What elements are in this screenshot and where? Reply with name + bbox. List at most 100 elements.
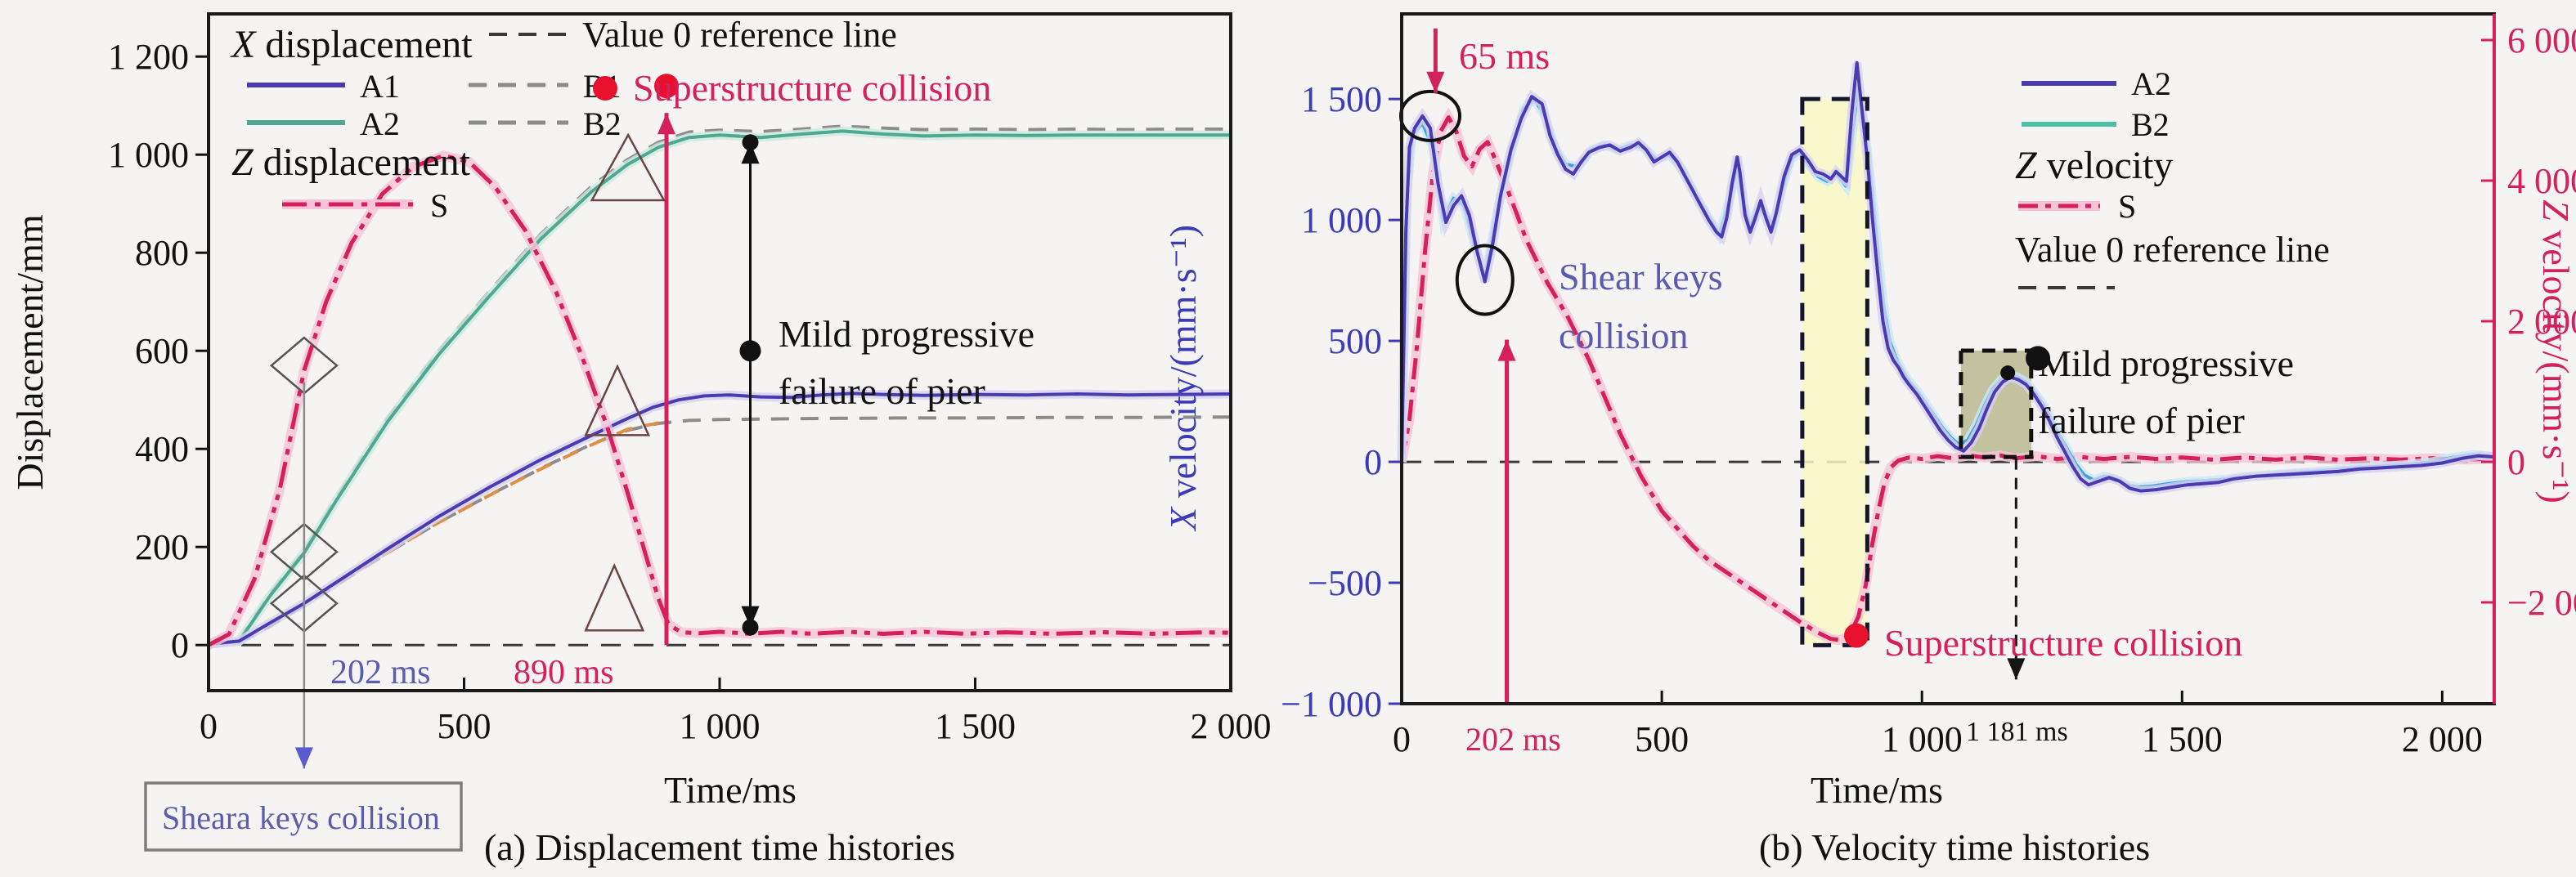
x-tick-label: 1 500 <box>2142 719 2223 759</box>
double-arrow-bottom-head <box>741 606 760 628</box>
panel-b-right-y-axis-title: Z velocity/(mm·s⁻¹) <box>2535 199 2576 503</box>
right-y-tick-label: 4 000 <box>2507 161 2576 201</box>
legend-b-z-rest: velocity <box>2037 144 2174 187</box>
panel-b-frame <box>1400 12 2496 705</box>
legend-b-a2-label: A2 <box>2131 65 2171 102</box>
double-arrow-top-head <box>741 142 760 164</box>
dot-marker <box>654 74 679 99</box>
panel-a-frame <box>207 12 1232 692</box>
y-tick-label: 1 000 <box>108 135 189 175</box>
y-tick-label: −1 000 <box>1281 684 1382 724</box>
y-tick-label: 800 <box>135 233 189 273</box>
panel-b-left-y-axis-title: X velocity/(mm·s⁻¹) <box>1162 225 1204 532</box>
series-S <box>1399 115 2495 642</box>
panel-b-shear-keys-label-line2: collision <box>1559 315 1688 356</box>
panel-b-mild-progressive-label-line2: failure of pier <box>2038 400 2245 441</box>
diamond-marker <box>269 522 339 581</box>
triangle-marker <box>584 364 651 436</box>
y-tick-label: 0 <box>1364 442 1382 482</box>
legend-s-label: S <box>430 187 448 224</box>
x-tick-label: 500 <box>1635 719 1689 759</box>
panel-b-legend: A2 B2 Z velocity S Value 0 reference lin… <box>2015 65 2330 289</box>
x-tick-label: 500 <box>438 706 491 746</box>
triangle-marker <box>590 132 666 202</box>
dot-marker <box>2026 346 2051 371</box>
legend-superstructure-collision-dot <box>593 76 617 101</box>
panel-b-left-axis-rest: velocity/(mm·s⁻¹) <box>1162 225 1204 508</box>
dot-marker <box>739 340 761 362</box>
panel-b-right-axis-letter: Z <box>2535 199 2576 221</box>
series-S <box>207 153 1232 647</box>
legend-z-displacement-header: Z displacement <box>231 141 471 184</box>
x-tick-label: 0 <box>1393 719 1411 759</box>
highlight-band-border <box>1800 96 1869 647</box>
double-arrow-top-dot <box>742 134 759 151</box>
panel-a-plot-area: 0 500 1 000 1 500 2 000 0 200 400 600 800 1 000 1 2… <box>108 37 1272 769</box>
circle-marker <box>1455 244 1515 316</box>
panel-a-y-axis-title: Displacement/mm <box>9 214 51 490</box>
series-B1 <box>208 415 1232 646</box>
dot-marker <box>2000 365 2016 381</box>
series-A2 <box>208 129 1231 646</box>
panel-b-shear-keys-label-line1: Shear keys <box>1559 256 1723 298</box>
legend-b2-label: B2 <box>583 105 622 142</box>
panel-b-plot-area: 0 500 1 000 1 500 2 000 1 500 1 000 500 0 −500 −1 … <box>1281 20 2576 759</box>
x-tick-label: 2 000 <box>2402 719 2483 759</box>
y-tick-label: 1 000 <box>1301 200 1382 240</box>
legend-b-z-velocity-header: Z velocity <box>2015 144 2173 187</box>
x-tick-label: 1 500 <box>935 706 1016 746</box>
legend-a1-label: A1 <box>360 68 400 105</box>
panel-b-caption: (b) Velocity time histories <box>1759 826 2150 868</box>
right-y-tick-label: 6 000 <box>2507 20 2576 60</box>
y-tick-label: 400 <box>135 429 189 469</box>
y-tick-label: −500 <box>1308 563 1382 603</box>
shear-keys-collision-callout-box <box>144 781 463 852</box>
legend-b-b2-label: B2 <box>2131 106 2170 143</box>
annotation-vline-arrowhead <box>657 113 675 135</box>
panel-b-1181ms-label: 1 181 ms <box>1966 717 2068 747</box>
panel-a-890ms-label: 890 ms <box>514 654 614 691</box>
series-A2 <box>1400 60 2495 493</box>
x-tick-label: 1 000 <box>680 706 761 746</box>
annotation-vline-arrowhead <box>1426 71 1445 93</box>
triangle-marker <box>584 562 645 632</box>
legend-superstructure-collision-label: Superstructure collision <box>633 67 991 109</box>
annotation-vline-arrowhead <box>1497 339 1516 361</box>
panel-b-right-axis-rest: velocity/(mm·s⁻¹) <box>2535 221 2576 503</box>
annotation-vline-arrowhead <box>294 747 313 769</box>
panel-a-caption: (a) Displacement time histories <box>484 826 955 868</box>
legend-x-rest: displacement <box>255 23 473 66</box>
annotation-vline-arrowhead <box>2007 658 2026 680</box>
x-tick-label: 0 <box>200 706 218 746</box>
y-tick-label: 1 200 <box>108 37 189 77</box>
legend-x-letter: X <box>230 23 257 66</box>
legend-x-displacement-header: X displacement <box>230 23 473 66</box>
diamond-marker <box>269 574 339 633</box>
panel-a-mild-progressive-label-line2: failure of pier <box>779 370 985 412</box>
panel-b-superstructure-collision-label: Superstructure collision <box>1884 622 2242 664</box>
right-y-tick-label: 0 <box>2507 442 2525 482</box>
legend-z-rest: displacement <box>254 141 471 184</box>
double-arrow-bottom-dot <box>742 619 759 636</box>
panel-b-202ms-label: 202 ms <box>1465 721 1561 758</box>
highlight-band-border <box>1959 348 2034 459</box>
y-tick-label: 500 <box>1328 321 1382 361</box>
series-A1 <box>208 392 1232 646</box>
y-tick-label: 200 <box>135 527 189 567</box>
legend-b-reference-line-label: Value 0 reference line <box>2015 230 2330 270</box>
y-tick-label: 0 <box>171 625 189 665</box>
panel-a-mild-progressive-label-line1: Mild progressive <box>779 313 1034 355</box>
panel-b-x-axis-title: Time/ms <box>1811 769 1943 811</box>
legend-b-s-label: S <box>2118 188 2136 225</box>
right-y-tick-label: 2 000 <box>2507 302 2576 342</box>
series-B2 <box>208 124 1231 646</box>
series-halo-A1 <box>208 388 1232 649</box>
legend-a2-label: A2 <box>360 105 400 142</box>
panel-a-x-axis-title: Time/ms <box>664 769 797 811</box>
shear-keys-collision-callout-label: Sheara keys collision <box>162 799 440 836</box>
legend-reference-line-label: Value 0 reference line <box>582 15 897 55</box>
panel-b-65ms-label: 65 ms <box>1459 35 1550 77</box>
panel-b-left-axis-letter: X <box>1162 506 1204 532</box>
